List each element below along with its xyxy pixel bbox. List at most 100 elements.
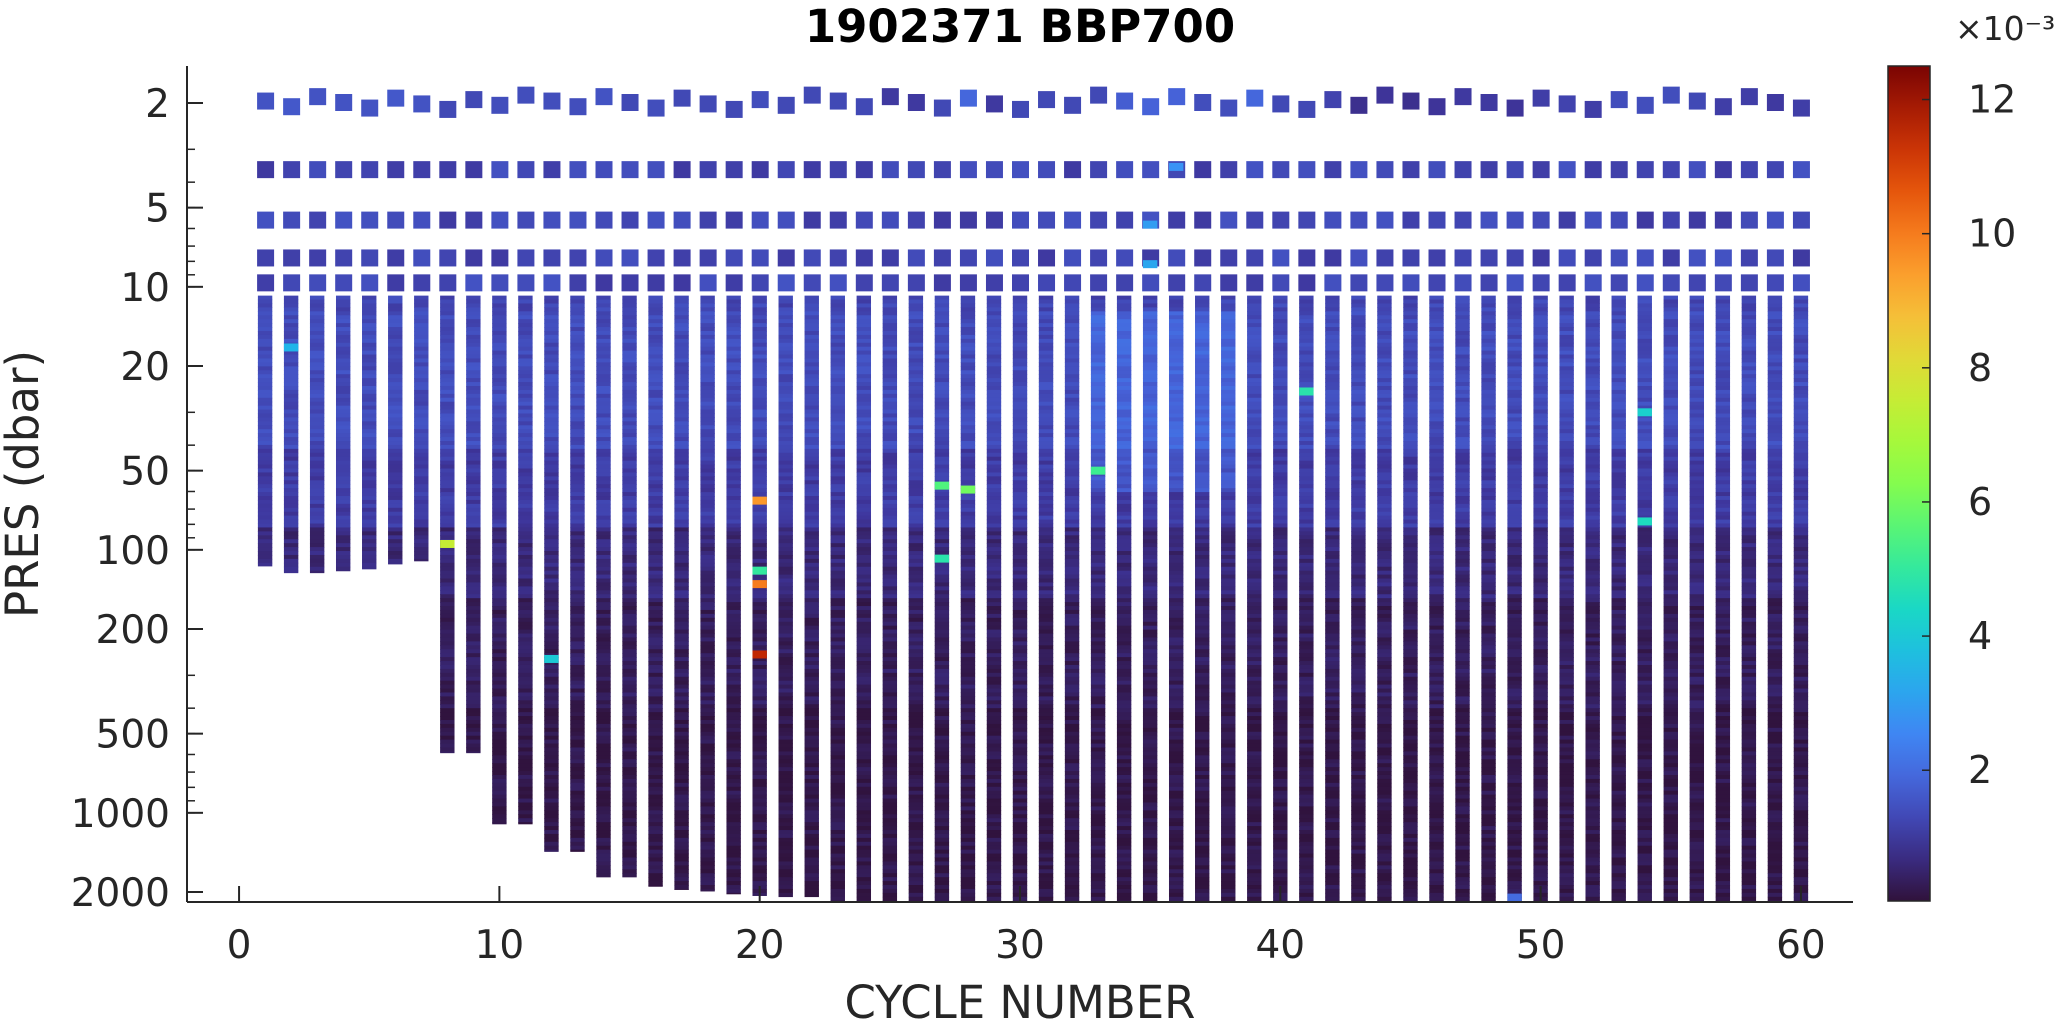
profile-cell	[726, 330, 741, 336]
profile-cell	[804, 822, 819, 827]
profile-cell	[1116, 778, 1132, 784]
profile-cell	[908, 452, 924, 458]
profile-cell	[1116, 354, 1132, 360]
profile-cell	[440, 609, 455, 615]
profile-cell	[257, 382, 273, 387]
profile-cell	[1090, 602, 1106, 607]
profile-cell	[570, 814, 585, 819]
profile-cell	[1168, 405, 1184, 411]
profile-cell	[830, 696, 845, 701]
profile-cell	[1116, 476, 1132, 481]
profile-cell	[1116, 499, 1132, 505]
profile-cell	[1090, 535, 1106, 540]
profile-cell	[570, 523, 585, 529]
profile-cell	[335, 488, 351, 493]
profile-cell	[986, 405, 1002, 411]
profile-cell	[830, 743, 845, 749]
profile-cell	[674, 598, 689, 603]
profile-cell	[518, 417, 533, 422]
profile-cell	[648, 417, 663, 422]
profile-cell	[960, 452, 976, 458]
profile-cell	[1038, 865, 1054, 870]
profile-cell	[700, 405, 715, 411]
profile-cell	[908, 354, 924, 360]
profile-cell	[1116, 566, 1132, 572]
profile-cell	[1168, 731, 1184, 737]
near-surface-cell	[803, 249, 821, 267]
profile-cell	[622, 786, 637, 792]
profile-cell	[309, 488, 325, 493]
profile-cell	[466, 385, 481, 391]
near-surface-cell	[673, 249, 691, 267]
profile-cell	[1142, 421, 1158, 426]
profile-cell	[335, 319, 351, 324]
profile-cell	[830, 503, 845, 509]
profile-cell	[414, 476, 429, 481]
profile-cell	[934, 649, 950, 654]
profile-cell	[908, 869, 924, 874]
profile-cell	[726, 448, 741, 454]
near-surface-cell	[257, 249, 275, 267]
profile-cell	[622, 723, 637, 729]
profile-cell	[335, 444, 351, 450]
profile-cell	[622, 704, 637, 709]
profile-cell	[492, 519, 507, 525]
profile-cell	[778, 704, 793, 709]
profile-cell	[1116, 794, 1132, 800]
profile-cell	[544, 397, 559, 403]
profile-cell	[1012, 319, 1028, 324]
profile-cell	[309, 385, 325, 391]
profile-cell	[570, 798, 585, 804]
profile-cell	[1142, 668, 1158, 674]
profile-cell	[934, 739, 950, 745]
profile-cell	[1064, 480, 1080, 485]
profile-cell	[518, 743, 533, 749]
profile-cell	[986, 456, 1002, 462]
profile-cell	[440, 397, 455, 403]
profile-cell	[570, 700, 585, 705]
profile-cell	[596, 704, 611, 709]
profile-cell	[1012, 433, 1028, 438]
profile-cell	[622, 503, 637, 509]
profile-cell	[570, 303, 585, 309]
profile-cell	[700, 727, 715, 733]
profile-cell	[778, 818, 793, 823]
profile-cell	[830, 496, 845, 501]
profile-cell	[544, 429, 559, 434]
profile-cell	[804, 382, 819, 387]
profile-cell	[1012, 841, 1028, 847]
profile-cell	[1038, 774, 1054, 780]
profile-cell	[778, 641, 793, 646]
profile-cell	[830, 633, 845, 639]
profile-cell	[1168, 633, 1184, 639]
profile-cell	[804, 460, 819, 466]
profile-cell	[283, 484, 299, 489]
profile-cell	[882, 759, 898, 764]
profile-cell	[700, 865, 715, 870]
profile-cell	[283, 531, 299, 536]
profile-cell	[856, 468, 872, 474]
profile-cell	[466, 499, 481, 505]
profile-cell	[283, 570, 299, 574]
profile-cell	[544, 708, 559, 713]
profile-cell	[648, 857, 663, 863]
profile-cell	[414, 452, 429, 458]
profile-cell	[1012, 315, 1028, 320]
profile-cell	[544, 830, 559, 835]
profile-cell	[414, 307, 429, 312]
profile-cell	[544, 771, 559, 776]
profile-cell	[856, 456, 872, 462]
profile-cell	[466, 358, 481, 364]
near-surface-cell	[491, 249, 509, 267]
profile-cell	[492, 342, 507, 348]
profile-cell	[1012, 727, 1028, 733]
profile-cell	[596, 484, 611, 489]
profile-cell	[726, 519, 741, 525]
profile-cell	[466, 429, 481, 434]
profile-cell	[804, 719, 819, 725]
profile-cell	[960, 810, 976, 815]
profile-cell	[752, 342, 767, 348]
profile-cell	[648, 609, 663, 615]
profile-cell	[648, 492, 663, 497]
profile-cell	[622, 747, 637, 753]
